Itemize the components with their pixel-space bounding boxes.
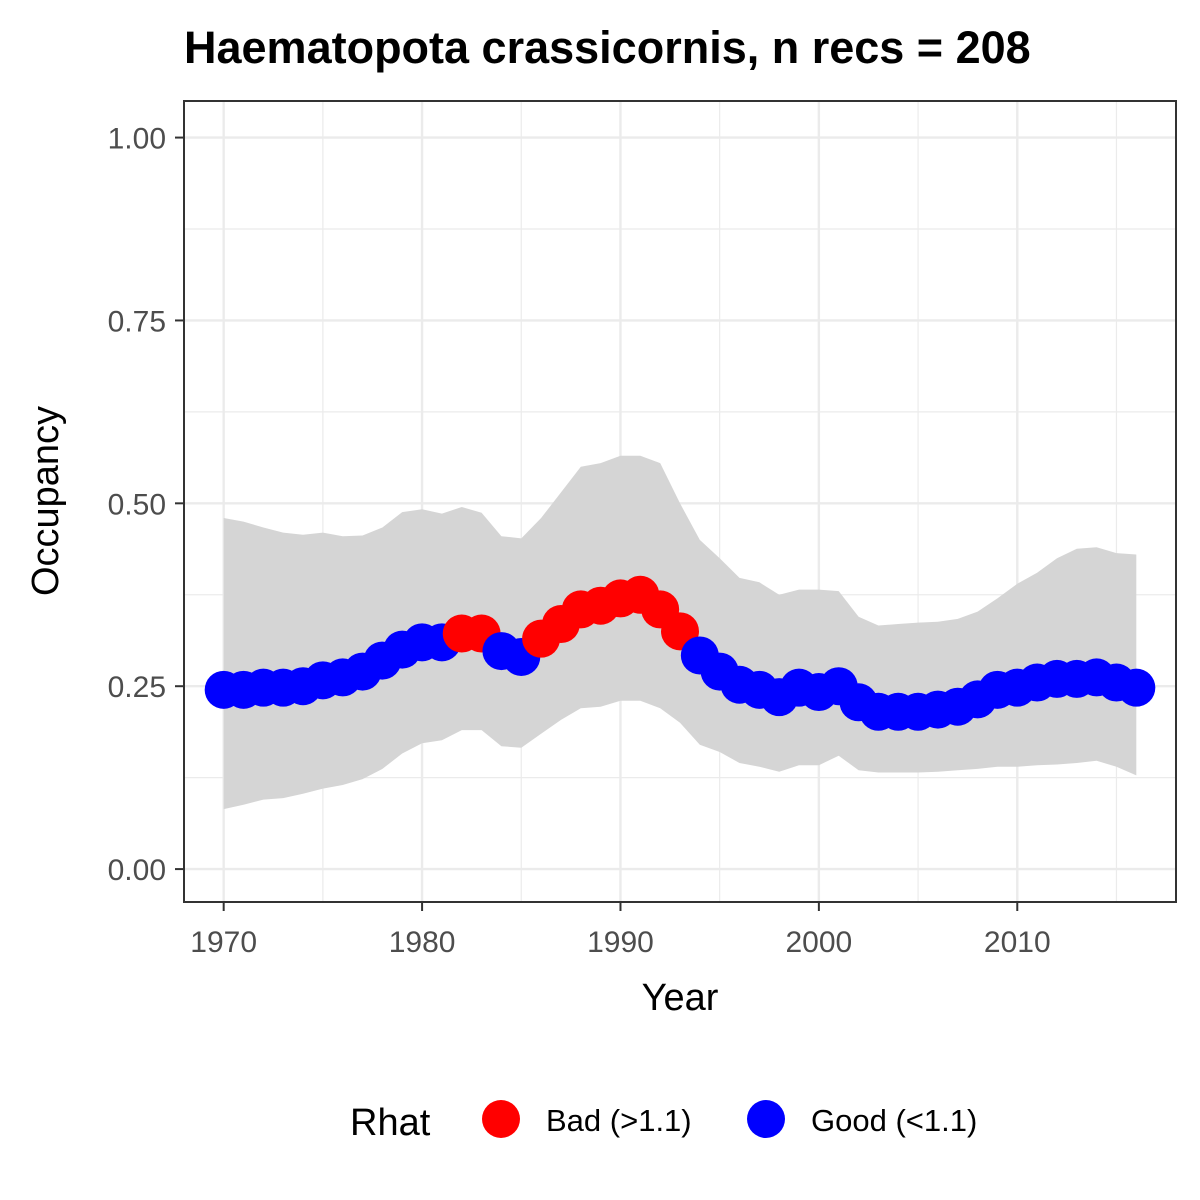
y-tick-label: 0.75 xyxy=(108,305,166,338)
x-tick-label: 2010 xyxy=(984,926,1051,959)
y-tick-label: 0.00 xyxy=(108,854,166,887)
chart-title: Haematopota crassicornis, n recs = 208 xyxy=(184,22,1031,73)
x-tick-label: 1970 xyxy=(190,926,257,959)
x-axis-title: Year xyxy=(642,977,719,1019)
legend-label-bad: Bad (>1.1) xyxy=(546,1103,692,1138)
y-axis: 0.00 0.25 0.50 0.75 1.00 xyxy=(108,123,184,887)
legend-title: Rhat xyxy=(350,1102,431,1144)
legend-label-good: Good (<1.1) xyxy=(811,1103,977,1138)
legend-key-bad xyxy=(482,1100,520,1138)
x-tick-label: 2000 xyxy=(786,926,853,959)
data-point-good xyxy=(1117,668,1156,707)
x-tick-label: 1990 xyxy=(587,926,654,959)
y-axis-title: Occupancy xyxy=(25,406,67,596)
x-tick-label: 1980 xyxy=(389,926,456,959)
x-axis: 1970 1980 1990 2000 2010 xyxy=(190,902,1051,959)
legend: Rhat Bad (>1.1) Good (<1.1) xyxy=(350,1100,977,1144)
y-tick-label: 1.00 xyxy=(108,123,166,156)
data-points xyxy=(204,575,1156,731)
legend-key-good xyxy=(747,1100,785,1138)
y-tick-label: 0.50 xyxy=(108,488,166,521)
panel-border xyxy=(183,100,1177,903)
y-tick-label: 0.25 xyxy=(108,671,166,704)
